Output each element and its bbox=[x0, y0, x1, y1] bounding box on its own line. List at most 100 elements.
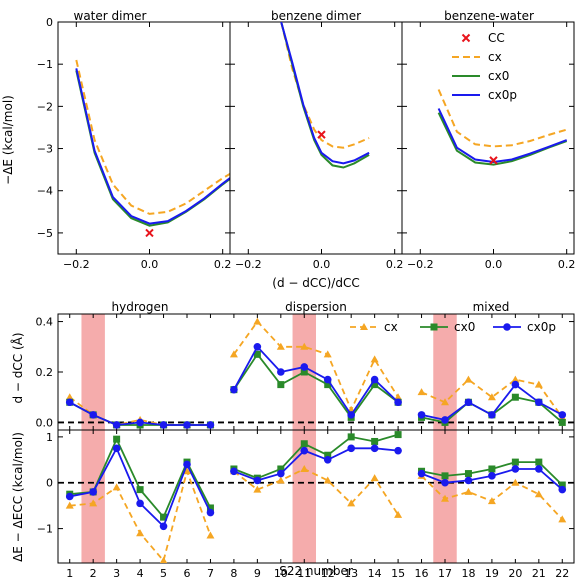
highlight-band bbox=[292, 314, 316, 563]
x-tick-label: 0.2 bbox=[386, 258, 404, 271]
point-cx0p bbox=[394, 398, 402, 407]
bottom-y1-axis-label: d − dCC (Å) bbox=[10, 332, 25, 403]
point-cx0 bbox=[253, 350, 261, 358]
x-tick-label-s22: 4 bbox=[137, 567, 144, 580]
point-cx0p bbox=[347, 411, 355, 419]
top-panel-title-3: benzene-water bbox=[444, 9, 534, 23]
point-cx bbox=[206, 531, 215, 539]
point-cx0p bbox=[394, 446, 402, 455]
x-tick-label-s22: 17 bbox=[438, 567, 452, 580]
point-cx bbox=[534, 380, 543, 388]
point-cx0p bbox=[511, 465, 520, 473]
x-tick-label-s22: 19 bbox=[485, 567, 499, 580]
series-line-cx bbox=[233, 320, 399, 413]
point-cx bbox=[89, 499, 98, 507]
point-cx0p bbox=[253, 476, 262, 485]
point-cx bbox=[323, 476, 332, 484]
cc-point-marker bbox=[489, 156, 498, 165]
point-cx bbox=[159, 556, 168, 563]
y-tick-label: −4 bbox=[37, 185, 53, 198]
point-cx0 bbox=[394, 431, 402, 439]
x-tick-label: −0.2 bbox=[407, 258, 434, 271]
legend-label-cx0: cx0 bbox=[454, 320, 475, 334]
point-cx bbox=[441, 494, 449, 502]
point-cx0 bbox=[347, 433, 355, 441]
point-cx0p bbox=[323, 456, 332, 464]
top-y-axis-label: −ΔE (kcal/mol) bbox=[1, 95, 15, 185]
top-series-group bbox=[75, 59, 230, 238]
x-tick-label: 0.0 bbox=[485, 258, 503, 271]
point-cx0p bbox=[112, 421, 121, 429]
point-cx bbox=[441, 398, 449, 406]
point-cx bbox=[229, 350, 238, 358]
series-line-cx0p bbox=[280, 22, 370, 165]
series-line-cx0p bbox=[233, 345, 399, 417]
x-tick-label-s22: 16 bbox=[415, 567, 429, 580]
legend-label-cx0p: cx0p bbox=[527, 320, 556, 334]
top-panel-frame bbox=[401, 21, 575, 255]
point-cx0 bbox=[277, 465, 285, 473]
y-tick-label: −1 bbox=[37, 58, 53, 71]
series-line-cx0p bbox=[75, 68, 230, 225]
point-cx0 bbox=[558, 418, 566, 426]
y-tick-label: −1 bbox=[37, 523, 53, 536]
point-cx0p bbox=[89, 411, 97, 419]
group-label-mixed: mixed bbox=[473, 300, 510, 314]
point-cx bbox=[276, 476, 285, 484]
point-cx bbox=[65, 393, 74, 401]
point-cx0p bbox=[206, 421, 215, 429]
point-cx bbox=[370, 474, 379, 482]
x-tick-label: 0.2 bbox=[214, 258, 232, 271]
highlight-band bbox=[81, 314, 105, 563]
point-cx bbox=[370, 355, 379, 363]
x-tick-label-s22: 12 bbox=[321, 567, 335, 580]
point-cx0 bbox=[277, 381, 285, 389]
series-line-cx0p bbox=[233, 447, 399, 482]
cc-point-marker bbox=[317, 130, 326, 139]
point-cx0p bbox=[558, 411, 567, 419]
top-panels: −0.2 0.0 0.20−1−2−3−4−5−0.2 0.0 0.2 −0.2 0.0 0.… bbox=[37, 16, 576, 271]
point-cx bbox=[534, 490, 543, 498]
point-cx0p bbox=[112, 444, 121, 453]
x-tick-label-s22: 10 bbox=[274, 567, 288, 580]
point-cx0p bbox=[417, 469, 426, 478]
point-cx bbox=[511, 478, 520, 486]
point-cx0p bbox=[488, 472, 496, 480]
series-line-cx0 bbox=[280, 22, 370, 169]
point-cx0 bbox=[441, 472, 449, 480]
point-cx0p bbox=[183, 460, 191, 469]
legend-marker-CC bbox=[461, 33, 471, 43]
series-line-cx bbox=[233, 467, 399, 516]
x-tick-label-s22: 20 bbox=[508, 567, 522, 580]
point-cx bbox=[487, 497, 496, 505]
point-cx bbox=[558, 515, 567, 523]
point-cx0p bbox=[230, 467, 238, 476]
x-tick-label-s22: 22 bbox=[555, 567, 569, 580]
point-cx0p bbox=[558, 485, 567, 494]
group-label-dispersion: dispersion bbox=[285, 300, 347, 314]
bottom-panel-frame bbox=[57, 429, 575, 564]
point-cx0 bbox=[160, 513, 168, 521]
legend-label-cx: cx bbox=[384, 320, 398, 334]
point-cx0p bbox=[441, 478, 449, 487]
point-cx0 bbox=[511, 393, 519, 401]
legend-label-CC: CC bbox=[488, 31, 505, 45]
point-cx0 bbox=[300, 368, 308, 376]
point-cx0p bbox=[277, 469, 285, 478]
x-tick-label-s22: 21 bbox=[532, 567, 546, 580]
point-cx0 bbox=[136, 486, 144, 494]
point-cx bbox=[464, 487, 473, 495]
point-cx0p bbox=[159, 522, 168, 531]
point-cx bbox=[300, 464, 309, 472]
x-tick-label: −0.2 bbox=[63, 258, 90, 271]
point-cx0p bbox=[535, 398, 543, 407]
point-cx bbox=[487, 393, 496, 401]
x-tick-label-s22: 6 bbox=[184, 567, 191, 580]
legend-marker-cx0 bbox=[430, 323, 438, 331]
point-cx0p bbox=[277, 368, 285, 376]
point-cx bbox=[347, 499, 356, 507]
y-tick-label: 0 bbox=[46, 16, 53, 29]
x-tick-label: 0.0 bbox=[141, 258, 159, 271]
